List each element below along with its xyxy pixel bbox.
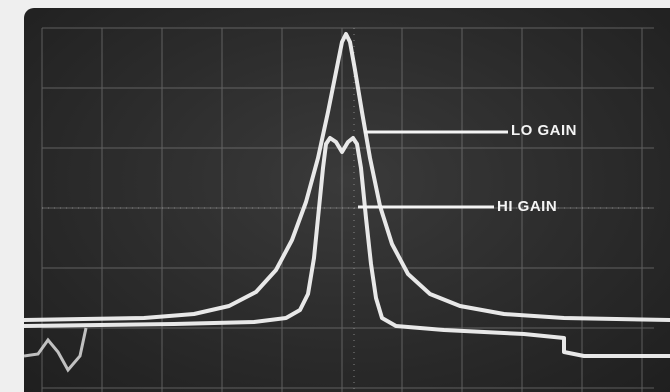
lo-gain-trace	[24, 32, 670, 322]
hi-gain-trace	[24, 136, 670, 358]
lo-gain-label: LO GAIN	[511, 122, 577, 139]
graticule	[41, 27, 654, 392]
center-ticks	[42, 28, 654, 392]
scope-display	[24, 27, 670, 392]
left-artifact	[24, 327, 88, 373]
oscilloscope-screen: LO GAIN HI GAIN	[24, 8, 670, 392]
hi-gain-label: HI GAIN	[497, 198, 558, 215]
